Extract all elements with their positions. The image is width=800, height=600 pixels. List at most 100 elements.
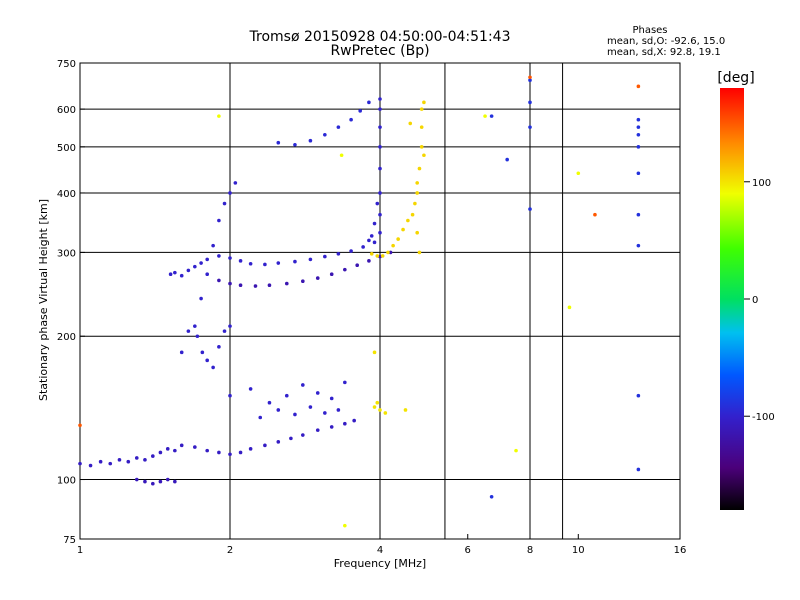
colorbar-tick-label: -100 — [752, 412, 775, 423]
data-point — [193, 264, 197, 269]
data-point — [276, 440, 281, 444]
data-point — [205, 448, 209, 453]
data-point — [372, 405, 377, 409]
grid-lines — [80, 63, 680, 539]
data-point — [401, 227, 405, 232]
data-point — [88, 463, 93, 468]
data-point — [222, 329, 227, 333]
data-point — [248, 261, 253, 266]
x-tick-label: 8 — [527, 545, 533, 556]
data-point — [186, 329, 191, 333]
data-point — [248, 447, 253, 451]
data-point — [179, 443, 184, 448]
data-point — [323, 411, 327, 415]
data-point — [217, 450, 221, 455]
data-point — [419, 107, 424, 111]
data-point — [308, 257, 313, 262]
data-point — [372, 221, 377, 226]
data-point — [378, 145, 382, 149]
data-point — [78, 461, 82, 466]
data-point — [293, 412, 297, 417]
stats-o-mode: mean, sd,O: -92.6, 15.0 — [607, 36, 725, 47]
data-point — [134, 456, 139, 460]
data-point — [489, 494, 494, 499]
data-point — [329, 396, 334, 401]
data-point — [151, 454, 155, 458]
data-point — [419, 145, 424, 149]
data-point — [483, 114, 487, 118]
data-point — [361, 245, 365, 249]
data-point — [195, 334, 200, 339]
data-point — [375, 254, 380, 258]
data-point — [349, 249, 353, 253]
data-point — [193, 324, 197, 328]
data-point — [343, 380, 347, 385]
data-point — [199, 296, 203, 301]
data-point — [308, 138, 313, 143]
data-point — [386, 250, 390, 255]
data-point — [369, 252, 374, 256]
data-point — [417, 250, 422, 255]
data-points — [78, 75, 641, 528]
data-point — [415, 191, 419, 195]
data-point — [293, 142, 297, 147]
x-tick-labels: 1 2 4 6 8 10 16 — [77, 534, 686, 556]
data-point — [378, 408, 382, 412]
y-tick-labels: 75 100 200 300 400 500 600 750 — [57, 59, 85, 546]
data-point — [528, 100, 532, 105]
data-point — [301, 279, 305, 284]
data-point — [217, 114, 221, 118]
data-point — [413, 201, 417, 206]
data-point — [380, 254, 385, 258]
data-point — [284, 393, 289, 398]
data-point — [200, 350, 205, 355]
stats-heading: Phases — [632, 25, 667, 36]
data-point — [217, 218, 221, 223]
data-point — [78, 423, 82, 428]
data-point — [410, 212, 415, 217]
data-point — [388, 250, 393, 255]
data-point — [238, 450, 243, 455]
data-point — [186, 268, 191, 273]
data-point — [593, 212, 597, 217]
stats-x-mode: mean, sd,X: 92.8, 19.1 — [607, 47, 721, 58]
data-point — [528, 207, 532, 211]
data-point — [636, 117, 641, 122]
y-tick-label: 750 — [57, 59, 76, 70]
data-point — [576, 171, 581, 176]
data-point — [267, 400, 272, 405]
x-axis-label: Frequency [MHz] — [334, 557, 426, 570]
x-tick-label: 2 — [227, 545, 233, 556]
y-axis-label: Stationary phase Virtual Height [km] — [37, 199, 50, 401]
colorbar-label: [deg] — [717, 70, 754, 86]
data-point — [358, 109, 362, 113]
colorbar-tick-label: 0 — [752, 295, 758, 306]
data-point — [323, 132, 327, 137]
data-point — [151, 481, 155, 486]
data-point — [422, 100, 426, 105]
data-point — [217, 254, 221, 258]
data-point — [211, 365, 215, 370]
data-point — [228, 452, 232, 457]
data-point — [228, 256, 232, 260]
data-point — [315, 276, 320, 280]
data-point — [179, 273, 184, 278]
data-point — [355, 263, 359, 268]
data-point — [336, 408, 341, 412]
data-point — [173, 448, 177, 453]
data-point — [378, 212, 382, 217]
data-point — [173, 270, 177, 275]
y-tick-label: 400 — [57, 189, 76, 200]
data-point — [126, 459, 131, 464]
data-point — [301, 383, 305, 387]
data-point — [415, 181, 419, 185]
data-point — [367, 100, 371, 105]
data-point — [378, 230, 382, 235]
x-tick-label: 1 — [77, 545, 83, 556]
data-point — [372, 350, 377, 355]
data-point — [158, 450, 163, 455]
data-point — [336, 252, 341, 256]
data-point — [417, 166, 422, 171]
x-tick-label: 10 — [572, 545, 585, 556]
